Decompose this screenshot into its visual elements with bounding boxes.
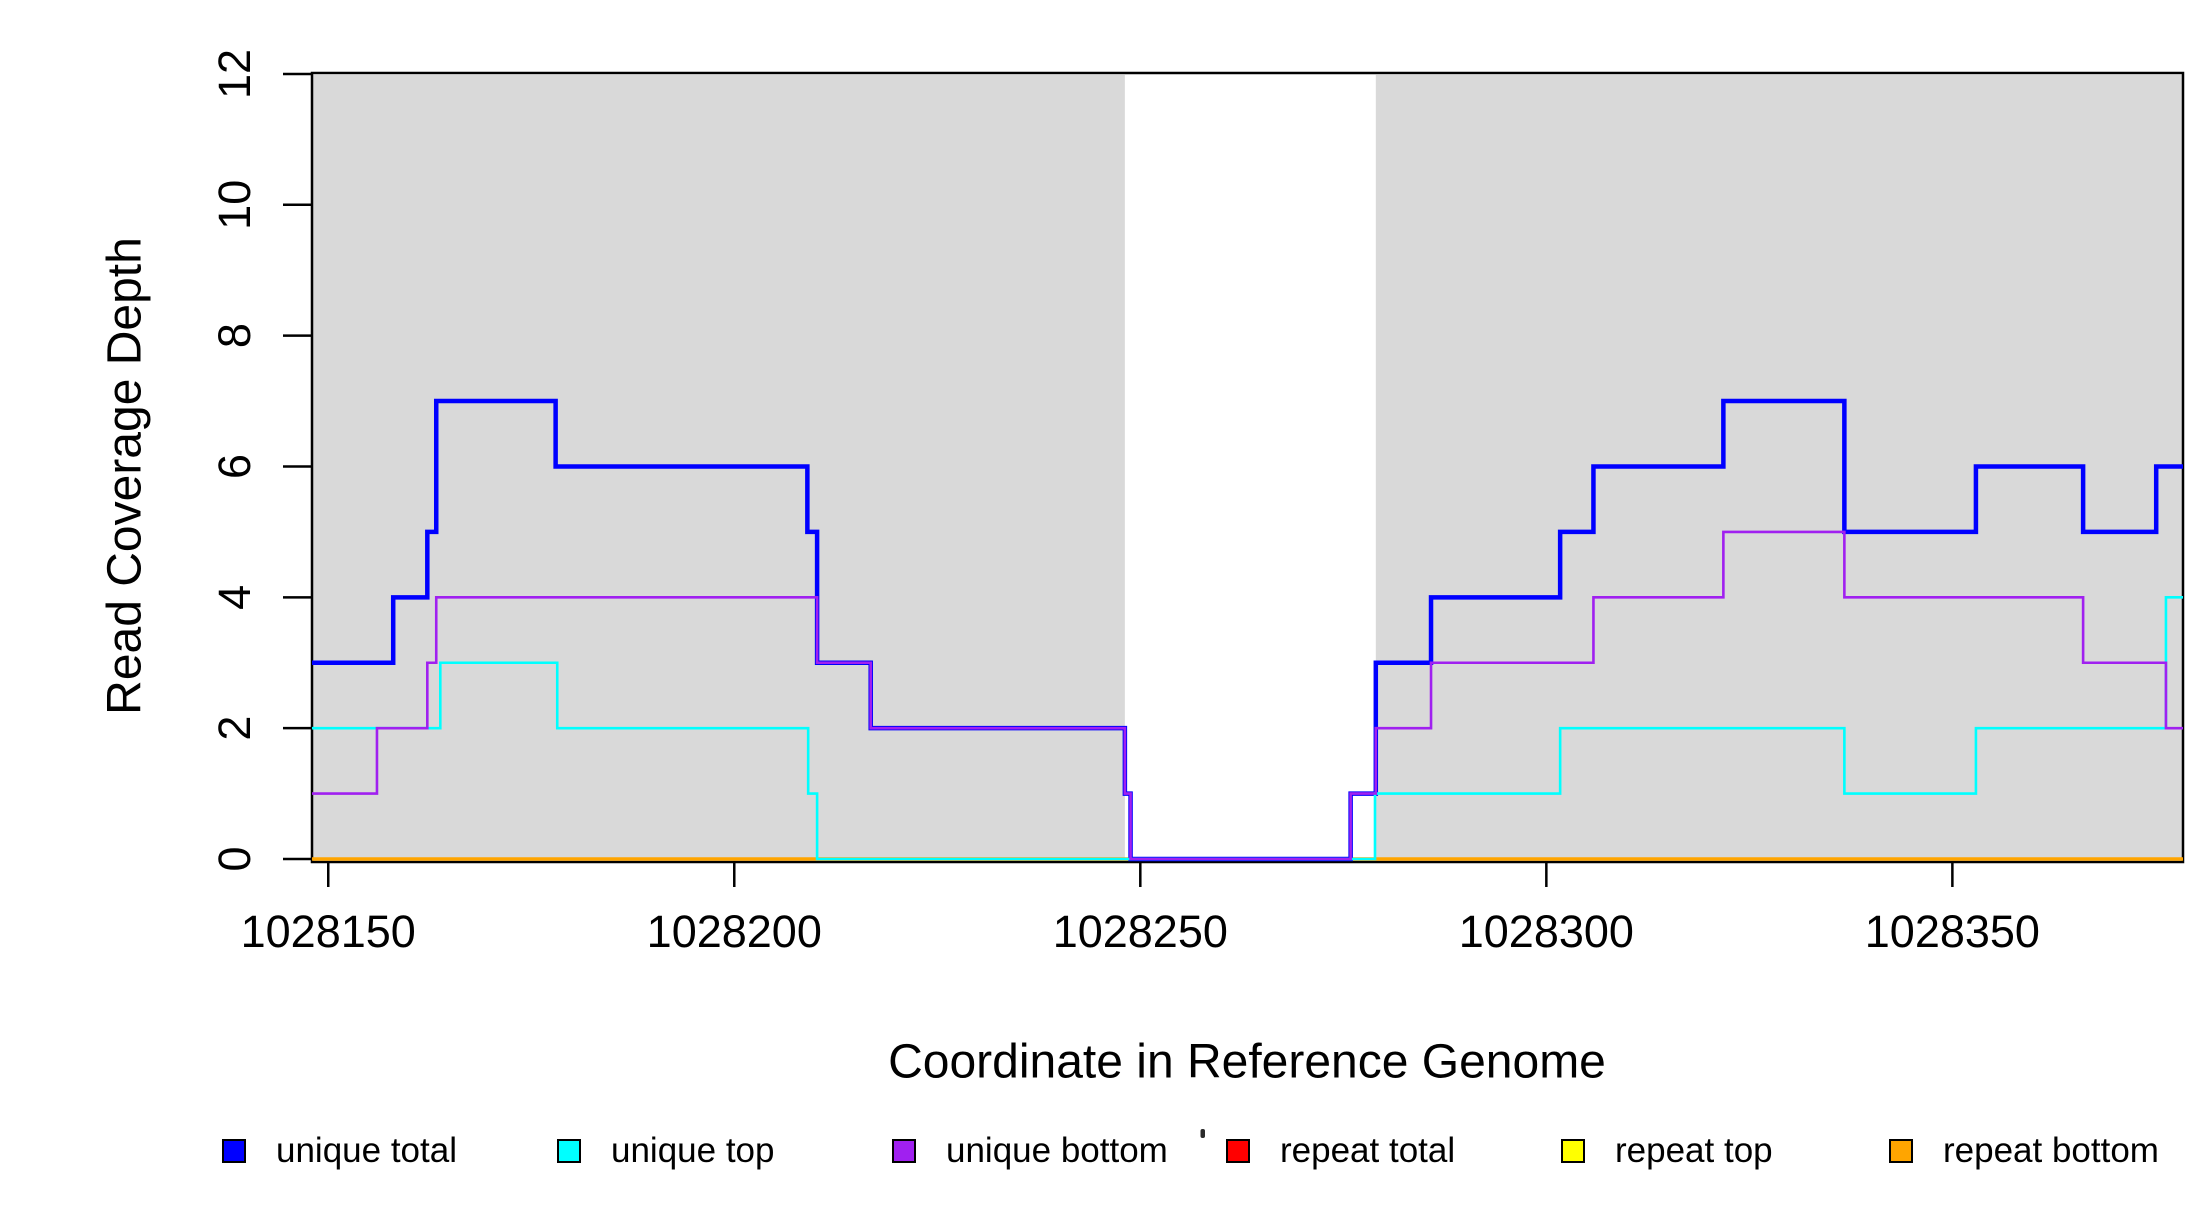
y-tick-label: 0 <box>209 846 260 871</box>
legend-label: unique total <box>276 1131 457 1170</box>
read-coverage-chart: 1028150 1028200 1028250 1028300 1028350 0 2 4 6 8… <box>40 16 2200 1216</box>
y-tick-label: 6 <box>209 454 260 479</box>
legend-item-repeat-bottom: repeat bottom <box>1889 1131 2159 1170</box>
legend-swatch-icon <box>222 1139 246 1163</box>
y-tick-label: 4 <box>209 585 260 610</box>
y-axis-title: Read Coverage Depth <box>98 237 152 715</box>
series-unique-bottom <box>312 530 2183 861</box>
legend-item-repeat-top: repeat top <box>1561 1131 1773 1170</box>
legend-item-unique-top: unique top <box>557 1131 775 1170</box>
legend-label: repeat top <box>1615 1131 1773 1170</box>
x-tick-label: 1028200 <box>647 906 822 957</box>
legend-swatch-icon <box>557 1139 581 1163</box>
series-unique-top <box>312 596 2183 861</box>
y-tick-label: 2 <box>209 716 260 741</box>
legend-swatch-icon <box>892 1139 916 1163</box>
x-tick-label: 1028250 <box>1053 906 1228 957</box>
legend-swatch-icon <box>1226 1139 1250 1163</box>
x-tick-label: 1028300 <box>1459 906 1634 957</box>
legend-swatch-icon <box>1561 1139 1585 1163</box>
legend-label: unique bottom <box>946 1131 1168 1170</box>
y-tick-label: 10 <box>209 180 260 230</box>
y-tick-label: 8 <box>209 323 260 348</box>
legend-label: repeat total <box>1280 1131 1456 1170</box>
legend-item-unique-bottom: unique bottom <box>892 1131 1168 1170</box>
legend-label: unique top <box>611 1131 775 1170</box>
x-axis-title: Coordinate in Reference Genome <box>888 1035 1606 1089</box>
x-tick-label: 1028150 <box>241 906 416 957</box>
legend-item-repeat-total: repeat total <box>1226 1131 1456 1170</box>
legend-swatch-icon <box>1889 1139 1913 1163</box>
x-tick-label: 1028350 <box>1865 906 2040 957</box>
plot-canvas: 1028150 1028200 1028250 1028300 1028350 0 2 4 6 8… <box>209 49 2185 1138</box>
stray-mark <box>1200 1129 1205 1138</box>
y-tick-label: 12 <box>209 49 260 99</box>
legend-label: repeat bottom <box>1943 1131 2159 1170</box>
legend-item-unique-total: unique total <box>222 1131 457 1170</box>
